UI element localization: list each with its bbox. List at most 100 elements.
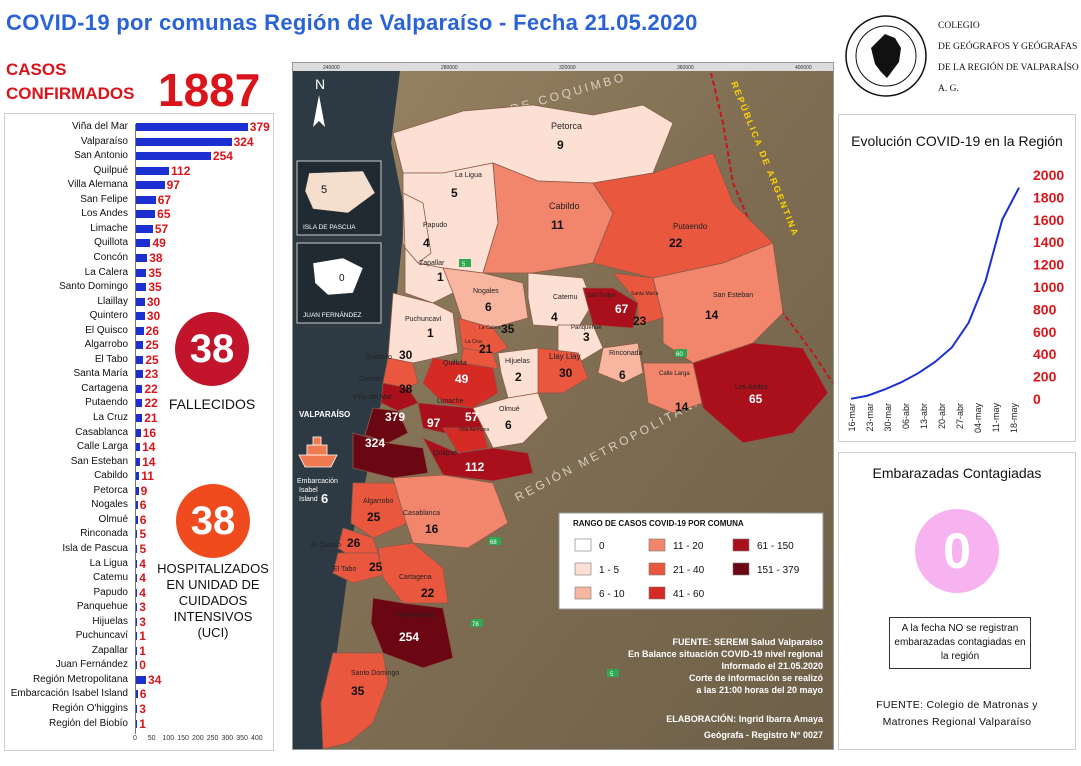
bar-value-label: 22 bbox=[144, 396, 158, 411]
comuna-value-label: 324 bbox=[365, 436, 385, 450]
comuna-value-label: 49 bbox=[455, 372, 469, 386]
icu-label-line: INTENSIVOS bbox=[173, 609, 253, 624]
bar bbox=[136, 705, 138, 713]
bar-category-label: Quillota bbox=[94, 237, 128, 249]
seal-icon bbox=[845, 15, 927, 97]
choropleth-map: 240000 280000 320000 360000 400000 64400… bbox=[292, 62, 834, 750]
comuna-olmue bbox=[472, 392, 549, 449]
bar-category-label: Nogales bbox=[91, 499, 128, 511]
ship-label-line: Island bbox=[299, 496, 318, 503]
icu-count: 38 bbox=[190, 499, 236, 543]
bar-value-label: 49 bbox=[152, 236, 166, 251]
bar-category-label: Zapallar bbox=[91, 644, 128, 656]
bar-value-label: 97 bbox=[166, 178, 180, 193]
bar bbox=[136, 384, 143, 393]
bar-category-label: Calle Larga bbox=[76, 441, 128, 453]
bar-row: Santo Domingo 35 bbox=[0, 280, 270, 294]
deaths-count: 38 bbox=[189, 327, 235, 371]
icu-label: HOSPITALIZADOS EN UNIDAD DE CUIDADOS INT… bbox=[150, 561, 276, 641]
comuna-value-label: 23 bbox=[633, 314, 647, 328]
bar-row: Puchuncaví 1 bbox=[0, 629, 270, 643]
bar-row: Isla de Pascua 5 bbox=[0, 542, 270, 556]
legend-swatch bbox=[574, 586, 592, 600]
evo-x-tick: 18-may bbox=[1009, 403, 1019, 434]
bar-row: Calle Larga 14 bbox=[0, 440, 270, 454]
pregnant-circle: 0 bbox=[915, 509, 999, 593]
bar-category-label: Cartagena bbox=[81, 382, 128, 394]
comuna-valparaiso bbox=[352, 432, 429, 479]
bar bbox=[136, 690, 138, 699]
comunas-polygons bbox=[320, 104, 829, 749]
bar bbox=[136, 515, 138, 524]
bar-x-tick: 400 bbox=[251, 735, 263, 742]
bar-value-label: 3 bbox=[139, 614, 146, 629]
grid-label-top: 240000 bbox=[323, 65, 340, 71]
bar-category-label: Juan Fernández bbox=[55, 659, 128, 671]
comuna-value-label: 26 bbox=[347, 536, 361, 550]
comuna-cartagena bbox=[377, 542, 449, 604]
bar bbox=[136, 355, 144, 364]
bar-row: Quintero 30 bbox=[0, 309, 270, 323]
bar bbox=[136, 297, 145, 306]
bar-row: Concón 38 bbox=[0, 251, 270, 265]
bar-category-label: La Calera bbox=[84, 266, 128, 278]
legend-swatch bbox=[648, 586, 666, 600]
bar-category-label: San Felipe bbox=[80, 193, 128, 205]
bar-row: Cartagena 22 bbox=[0, 382, 270, 396]
bar bbox=[136, 414, 143, 422]
comuna-name-label: Casablanca bbox=[403, 510, 440, 517]
bar-value-label: 25 bbox=[145, 352, 159, 367]
comuna-san-antonio bbox=[370, 597, 454, 669]
bar-category-label: Quintero bbox=[89, 310, 128, 322]
comuna-casablanca bbox=[392, 474, 509, 549]
bar bbox=[136, 617, 138, 626]
comuna-value-label: 254 bbox=[399, 630, 419, 644]
map-svg: 240000 280000 320000 360000 400000 64400… bbox=[293, 63, 833, 749]
bar-row: La Calera 35 bbox=[0, 266, 270, 280]
bar bbox=[136, 501, 138, 510]
bar-row: Región Metropolitana 34 bbox=[0, 673, 270, 687]
road-shields: 5 60 68 78 5 bbox=[459, 259, 687, 678]
bar-category-label: Isla de Pascua bbox=[62, 542, 128, 554]
pregnant-title: Embarazadas Contagiadas bbox=[872, 465, 1042, 481]
comuna-san-felipe bbox=[582, 287, 639, 329]
bar bbox=[136, 574, 138, 583]
comuna-value-label: 30 bbox=[559, 366, 573, 380]
evo-y-tick: 1200 bbox=[1033, 257, 1064, 273]
bar bbox=[136, 399, 143, 408]
comuna-quillota bbox=[422, 357, 499, 409]
org-seal bbox=[843, 12, 929, 100]
bar bbox=[136, 646, 138, 655]
bar bbox=[136, 603, 138, 612]
comuna-value-label: 22 bbox=[669, 236, 683, 250]
north-label: N bbox=[315, 76, 325, 92]
bar-category-label: Hijuelas bbox=[92, 615, 128, 627]
bar-value-label: 34 bbox=[148, 672, 162, 687]
bar-value-label: 30 bbox=[146, 294, 161, 309]
legend-swatch bbox=[574, 562, 592, 576]
bar-row: El Tabo 25 bbox=[0, 353, 270, 367]
bar-value-label: 30 bbox=[146, 309, 161, 324]
bar-row: Petorca 9 bbox=[0, 484, 270, 498]
comuna-name-label: San Esteban bbox=[713, 292, 753, 299]
comuna-value-label: 35 bbox=[501, 322, 515, 336]
comuna-name-label: Calle Larga bbox=[659, 371, 690, 377]
bar-value-label: 6 bbox=[139, 498, 147, 513]
bar-category-label: Valparaíso bbox=[80, 135, 128, 147]
legend-swatch bbox=[732, 538, 750, 552]
legend-label: 1 - 5 bbox=[599, 565, 619, 576]
bar-row: Región O'higgins 3 bbox=[0, 702, 270, 716]
comuna-value-label: 6 bbox=[505, 418, 512, 432]
evolution-title: Evolución COVID-19 en la Región bbox=[851, 133, 1063, 149]
grid-border-top bbox=[293, 63, 833, 71]
bar bbox=[136, 472, 140, 481]
bar-category-label: Limache bbox=[90, 222, 128, 234]
comuna-value-label: 9 bbox=[557, 138, 564, 152]
grid-label-top: 320000 bbox=[559, 65, 576, 71]
icu-label-line: CUIDADOS bbox=[178, 593, 248, 608]
inset-label: ISLA DE PASCUA bbox=[303, 224, 356, 231]
bar-category-label: Embarcación Isabel Island bbox=[10, 688, 128, 700]
comuna-value-label: 4 bbox=[423, 236, 430, 250]
confirmed-label: CASOS CONFIRMADOS bbox=[6, 58, 134, 106]
